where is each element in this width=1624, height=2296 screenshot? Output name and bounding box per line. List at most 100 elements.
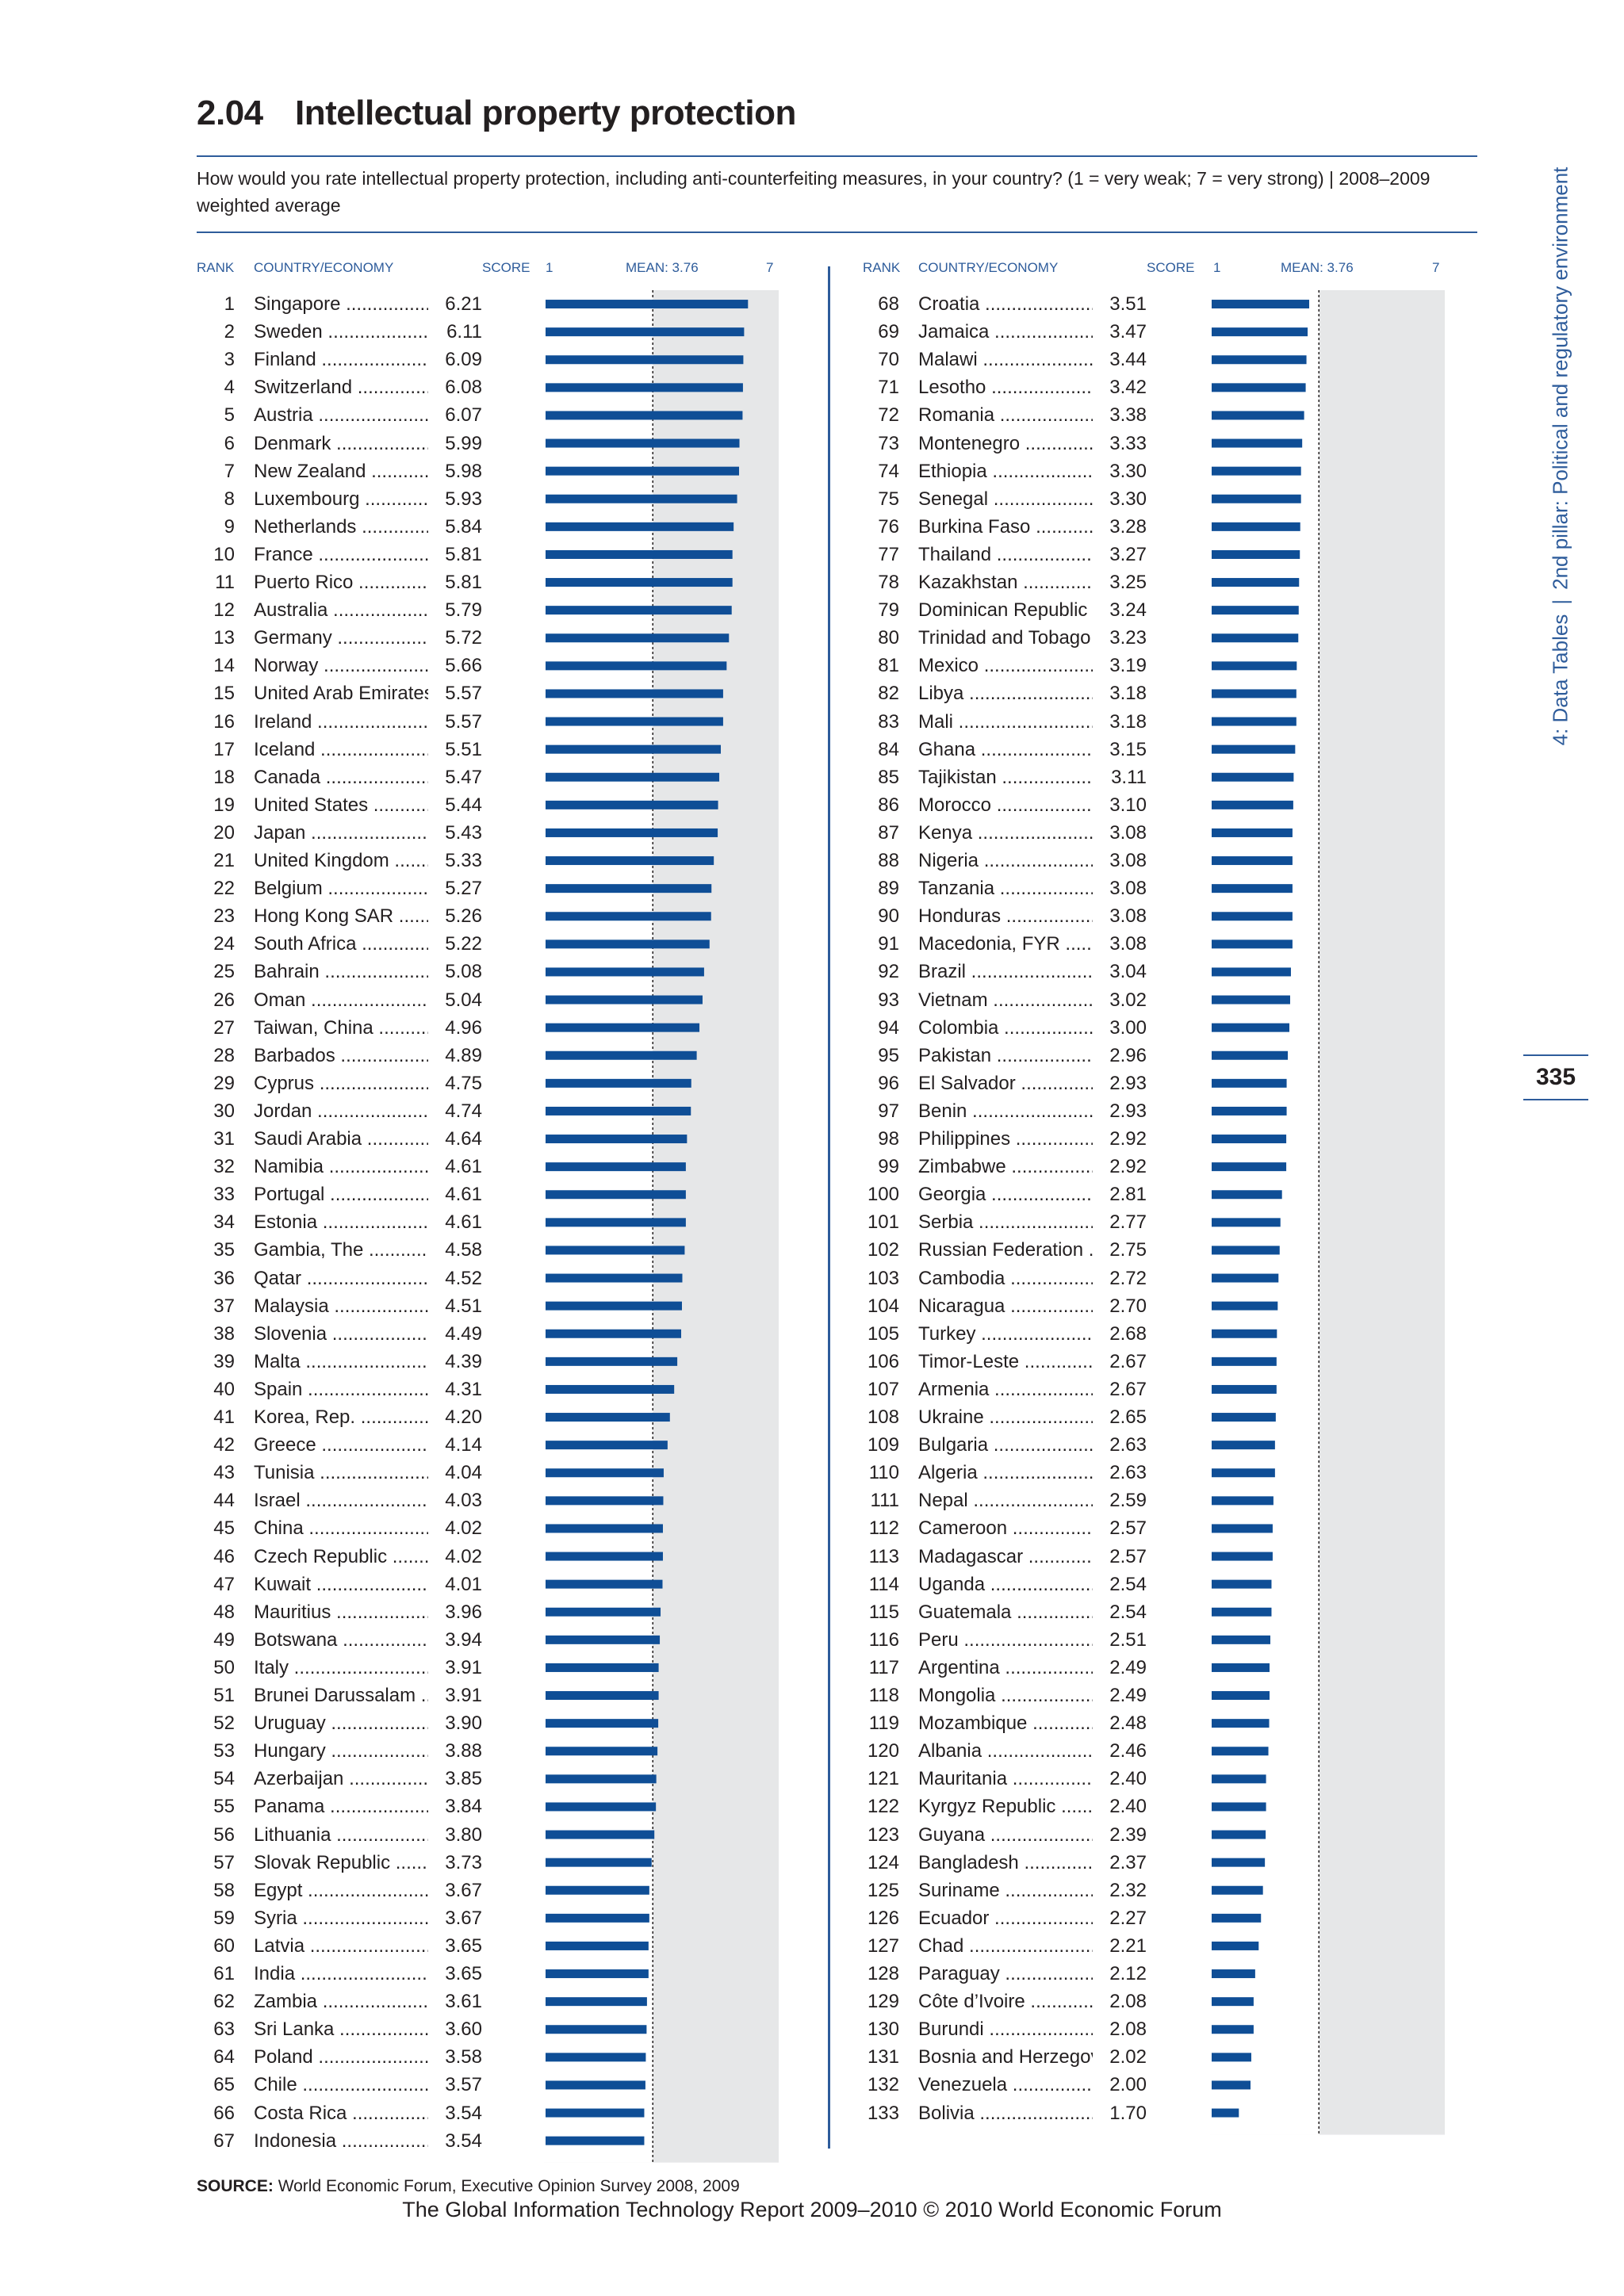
- source-text: World Economic Forum, Executive Opinion …: [278, 2177, 740, 2195]
- score-cell: 2.65: [1093, 1403, 1147, 1431]
- bar-122: [1212, 1802, 1266, 1812]
- score-cell: 3.08: [1093, 818, 1147, 847]
- country-name: Kuwait: [254, 1573, 312, 1595]
- country-name: United Arab Emirates: [254, 683, 434, 705]
- country-name: Syria: [254, 1907, 297, 1929]
- country-name: Nicaragua: [918, 1295, 1005, 1317]
- country-name: Tajikistan: [918, 766, 997, 788]
- country-name: Georgia: [918, 1184, 986, 1206]
- bar-80: [1212, 633, 1299, 643]
- score-cell: 5.47: [428, 763, 482, 791]
- bar-41: [546, 1413, 670, 1422]
- country-name: Ethiopia: [918, 460, 987, 482]
- rank-cell: 107: [867, 1378, 899, 1400]
- score-cell: 2.46: [1093, 1737, 1147, 1766]
- rank-cell: 17: [213, 738, 235, 760]
- country-name: Germany: [254, 627, 332, 649]
- rank-cell: 131: [867, 2046, 899, 2068]
- country-name: Portugal: [254, 1184, 325, 1206]
- country-name: Israel: [254, 1490, 301, 1512]
- country-name: Paraguay: [918, 1963, 1000, 1984]
- score-cell: 2.81: [1093, 1181, 1147, 1209]
- rank-cell: 23: [213, 905, 235, 928]
- rank-cell: 116: [868, 1628, 899, 1651]
- rank-cell: 117: [868, 1656, 899, 1678]
- rank-cell: 10: [213, 543, 235, 565]
- bar-129: [1212, 1997, 1254, 2007]
- score-cell: 2.67: [1093, 1375, 1147, 1403]
- score-cell: 5.51: [428, 735, 482, 763]
- rank-cell: 16: [213, 710, 235, 733]
- rank-cell: 102: [867, 1239, 899, 1261]
- rank-cell: 122: [867, 1796, 899, 1818]
- score-cell: 5.81: [428, 540, 482, 568]
- country-name: Netherlands: [254, 515, 357, 538]
- rank-cell: 78: [878, 572, 899, 593]
- bar-28: [546, 1050, 697, 1060]
- country-name: New Zealand: [254, 460, 366, 482]
- score-cell: 3.47: [1093, 318, 1147, 346]
- score-cell: 3.67: [428, 1876, 482, 1904]
- bar-90: [1212, 912, 1293, 921]
- country-name: Austria: [254, 404, 313, 427]
- bar-85: [1212, 772, 1294, 782]
- score-cell: 3.11: [1093, 763, 1147, 791]
- score-cell: 3.30: [1093, 457, 1147, 485]
- score-cell: 2.59: [1093, 1487, 1147, 1515]
- score-cell: 3.51: [1093, 290, 1147, 318]
- country-name: Czech Republic: [254, 1545, 388, 1567]
- bar-121: [1212, 1774, 1266, 1784]
- score-cell: 5.81: [428, 568, 482, 596]
- score-cell: 2.67: [1093, 1347, 1147, 1376]
- country-name: Belgium: [254, 878, 323, 900]
- score-cell: 2.54: [1093, 1570, 1147, 1598]
- country-name: Guyana: [918, 1823, 986, 1846]
- rank-cell: 118: [868, 1685, 899, 1706]
- bar-59: [546, 1913, 649, 1923]
- rank-cell: 85: [878, 766, 899, 788]
- score-cell: 4.01: [428, 1570, 482, 1598]
- rank-cell: 72: [878, 404, 899, 427]
- country-name: Kenya: [918, 821, 973, 844]
- country-name: Serbia: [918, 1211, 974, 1234]
- country-name: Brunei Darussalam: [254, 1685, 416, 1706]
- rank-cell: 104: [867, 1295, 899, 1317]
- country-name: Panama: [254, 1796, 325, 1818]
- rank-cell: 110: [868, 1462, 899, 1484]
- score-cell: 6.08: [428, 373, 482, 402]
- bar-2: [546, 327, 745, 337]
- score-cell: 2.08: [1093, 2015, 1147, 2044]
- rank-cell: 2: [224, 321, 235, 343]
- country-name: Poland: [254, 2046, 313, 2068]
- bar-95: [1212, 1050, 1289, 1060]
- rank-cell: 105: [867, 1322, 899, 1345]
- score-cell: 3.18: [1093, 679, 1147, 708]
- bar-36: [546, 1273, 683, 1283]
- bar-44: [546, 1496, 664, 1506]
- bar-98: [1212, 1135, 1287, 1144]
- score-cell: 4.51: [428, 1292, 482, 1320]
- country-name: Pakistan: [918, 1044, 992, 1066]
- rank-cell: 73: [878, 432, 899, 454]
- side-label: 4: Data Tables | 2nd pillar: Political and…: [1549, 132, 1573, 782]
- country-cell: Singapore ..............................…: [254, 290, 466, 318]
- score-cell: 3.57: [428, 2071, 482, 2099]
- country-name: Tunisia: [254, 1462, 315, 1484]
- score-cell: 2.39: [1093, 1820, 1147, 1849]
- rank-cell: 47: [213, 1573, 235, 1595]
- bar-49: [546, 1635, 661, 1644]
- rank-cell: 89: [878, 878, 899, 900]
- country-name: Switzerland: [254, 377, 353, 399]
